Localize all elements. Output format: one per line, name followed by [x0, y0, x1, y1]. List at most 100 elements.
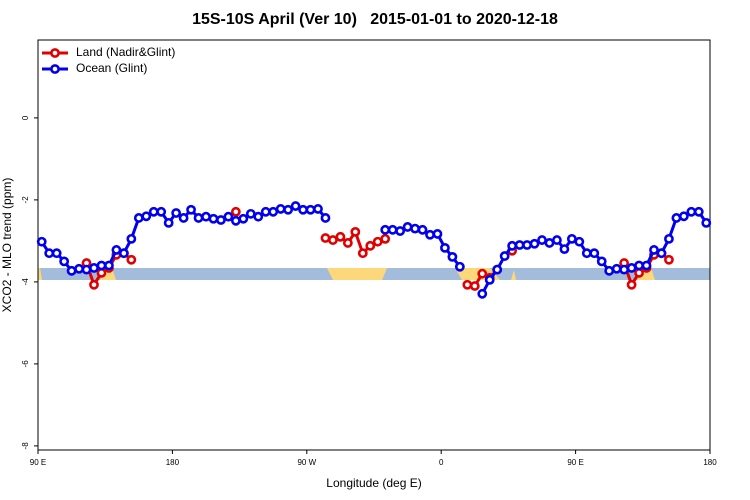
land-band — [511, 270, 516, 280]
y-tick-label: 0 — [21, 115, 30, 120]
point — [522, 240, 532, 250]
point — [626, 279, 637, 290]
point — [104, 260, 114, 271]
point — [484, 274, 495, 285]
point — [305, 204, 316, 215]
land-band — [327, 268, 387, 280]
x-tick-label: 90 W — [297, 458, 316, 467]
point — [395, 226, 406, 236]
x-tick-label: 180 — [703, 458, 717, 467]
point — [402, 222, 413, 232]
x-tick-label: 180 — [166, 458, 180, 467]
plot-frame — [37, 39, 711, 451]
point — [201, 211, 211, 222]
x-axis-label: Longitude (deg E) — [326, 476, 421, 490]
x-tick-label: 90 E — [567, 458, 583, 467]
point — [671, 213, 682, 223]
point — [365, 240, 376, 251]
point — [537, 235, 547, 245]
legend-label: Land (Nadir&Glint) — [76, 45, 175, 59]
point — [342, 238, 353, 248]
point — [544, 238, 555, 248]
point — [44, 248, 55, 259]
legend-label: Ocean (Glint) — [76, 61, 147, 75]
point — [380, 233, 391, 244]
x-tick-label: 0 — [439, 458, 444, 467]
point — [596, 256, 607, 267]
point — [186, 204, 196, 215]
point — [163, 217, 174, 228]
point — [611, 263, 622, 274]
point — [634, 260, 644, 271]
point — [619, 264, 630, 275]
point — [357, 248, 368, 259]
point — [566, 233, 577, 244]
point — [581, 248, 592, 259]
y-tick-label: -2 — [21, 196, 30, 204]
point — [335, 231, 346, 242]
point — [74, 263, 84, 274]
legend: Land (Nadir&Glint) Ocean (Glint) — [42, 45, 175, 75]
point — [320, 213, 331, 223]
point — [462, 279, 473, 290]
point — [410, 223, 420, 234]
point — [89, 279, 99, 290]
point — [223, 211, 234, 222]
point — [447, 251, 458, 262]
point — [469, 281, 480, 291]
point — [350, 226, 361, 237]
point — [313, 204, 323, 214]
point — [440, 242, 450, 253]
point — [664, 254, 674, 265]
point — [380, 224, 391, 235]
point — [529, 238, 540, 249]
point — [693, 206, 704, 217]
point — [89, 263, 99, 273]
point — [432, 229, 443, 239]
point — [574, 236, 585, 247]
land-band — [38, 268, 42, 280]
point — [81, 264, 92, 275]
point — [230, 206, 241, 217]
point — [171, 208, 182, 218]
chart-title: 15S-10S April (Ver 10) 2015-01-01 to 202… — [192, 11, 558, 28]
point — [372, 236, 383, 247]
point — [36, 236, 47, 247]
point — [178, 213, 189, 223]
point — [686, 206, 697, 217]
point — [290, 201, 301, 211]
point — [417, 224, 428, 235]
point — [507, 240, 518, 251]
point — [492, 264, 503, 275]
point — [96, 260, 107, 271]
point — [118, 248, 129, 259]
point — [641, 260, 652, 271]
point — [51, 248, 62, 259]
point — [133, 213, 144, 223]
y-tick-label: -8 — [21, 442, 30, 450]
point — [477, 268, 488, 279]
point — [425, 229, 435, 240]
point — [245, 208, 256, 219]
point — [148, 206, 159, 217]
point — [156, 206, 167, 217]
point — [111, 245, 122, 255]
point — [604, 265, 615, 276]
point — [589, 248, 600, 259]
y-axis-label: XCO2 - MLO trend (ppm) — [0, 178, 14, 313]
point — [552, 235, 562, 245]
series — [36, 201, 712, 299]
point — [253, 211, 264, 222]
point — [141, 211, 152, 222]
legend-marker — [50, 48, 60, 58]
point — [66, 265, 77, 276]
point — [298, 204, 308, 215]
point — [664, 233, 674, 244]
point — [454, 261, 465, 272]
x-tick-label: 90 E — [30, 458, 46, 467]
point — [216, 215, 226, 225]
point — [499, 251, 510, 261]
point — [283, 204, 294, 215]
point — [320, 233, 331, 243]
